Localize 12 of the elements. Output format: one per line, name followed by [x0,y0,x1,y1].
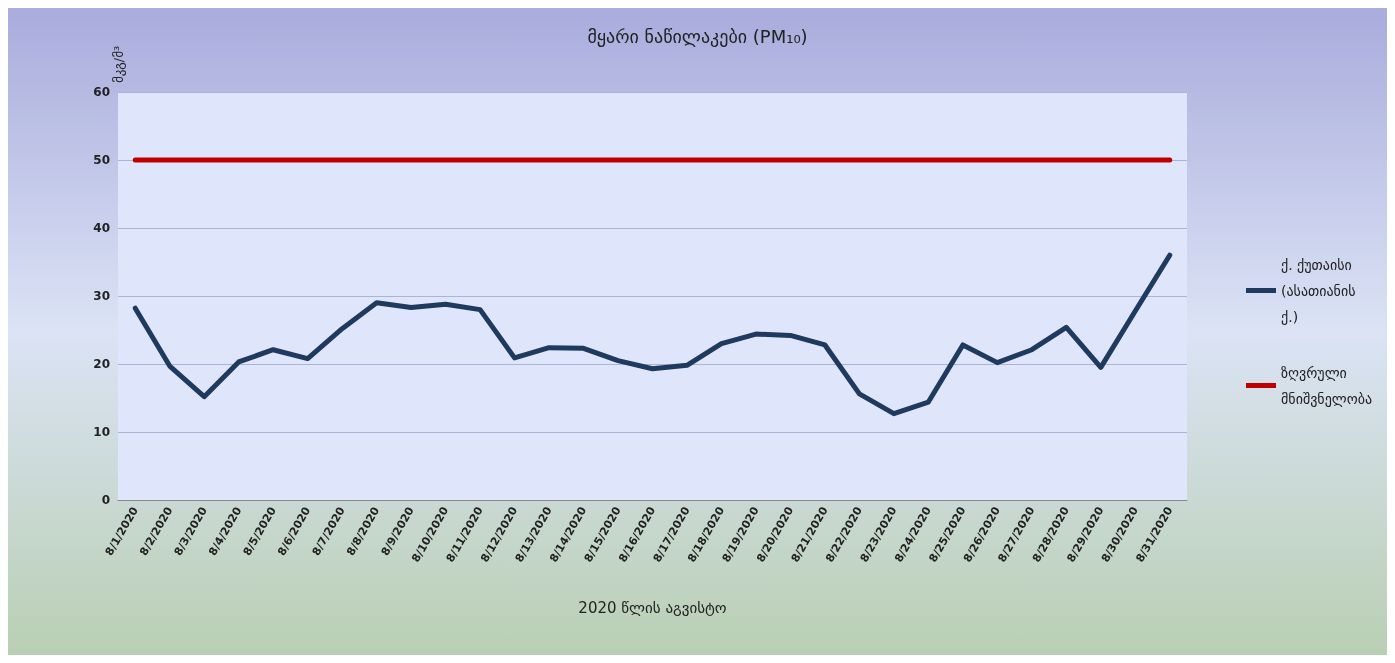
chart-title: მყარი ნაწილაკები (PM₁₀) [587,25,808,47]
legend-label: ქ. ქუთაისი (ასათიანის ქ.) [1281,256,1356,325]
y-tick-label: 50 [93,153,110,167]
y-tick-label: 0 [101,493,110,507]
y-axis-title: მკგ/მ³ [110,45,126,84]
y-tick-label: 30 [93,289,110,303]
y-tick-label: 40 [93,221,110,235]
x-axis-title: 2020 წლის აგვისტო [578,598,727,617]
y-tick-label: 10 [93,425,110,439]
y-tick-label: 60 [93,85,110,99]
y-tick-label: 20 [93,357,110,371]
legend-label: ზღვრული მნიშვნელობა [1281,364,1373,407]
